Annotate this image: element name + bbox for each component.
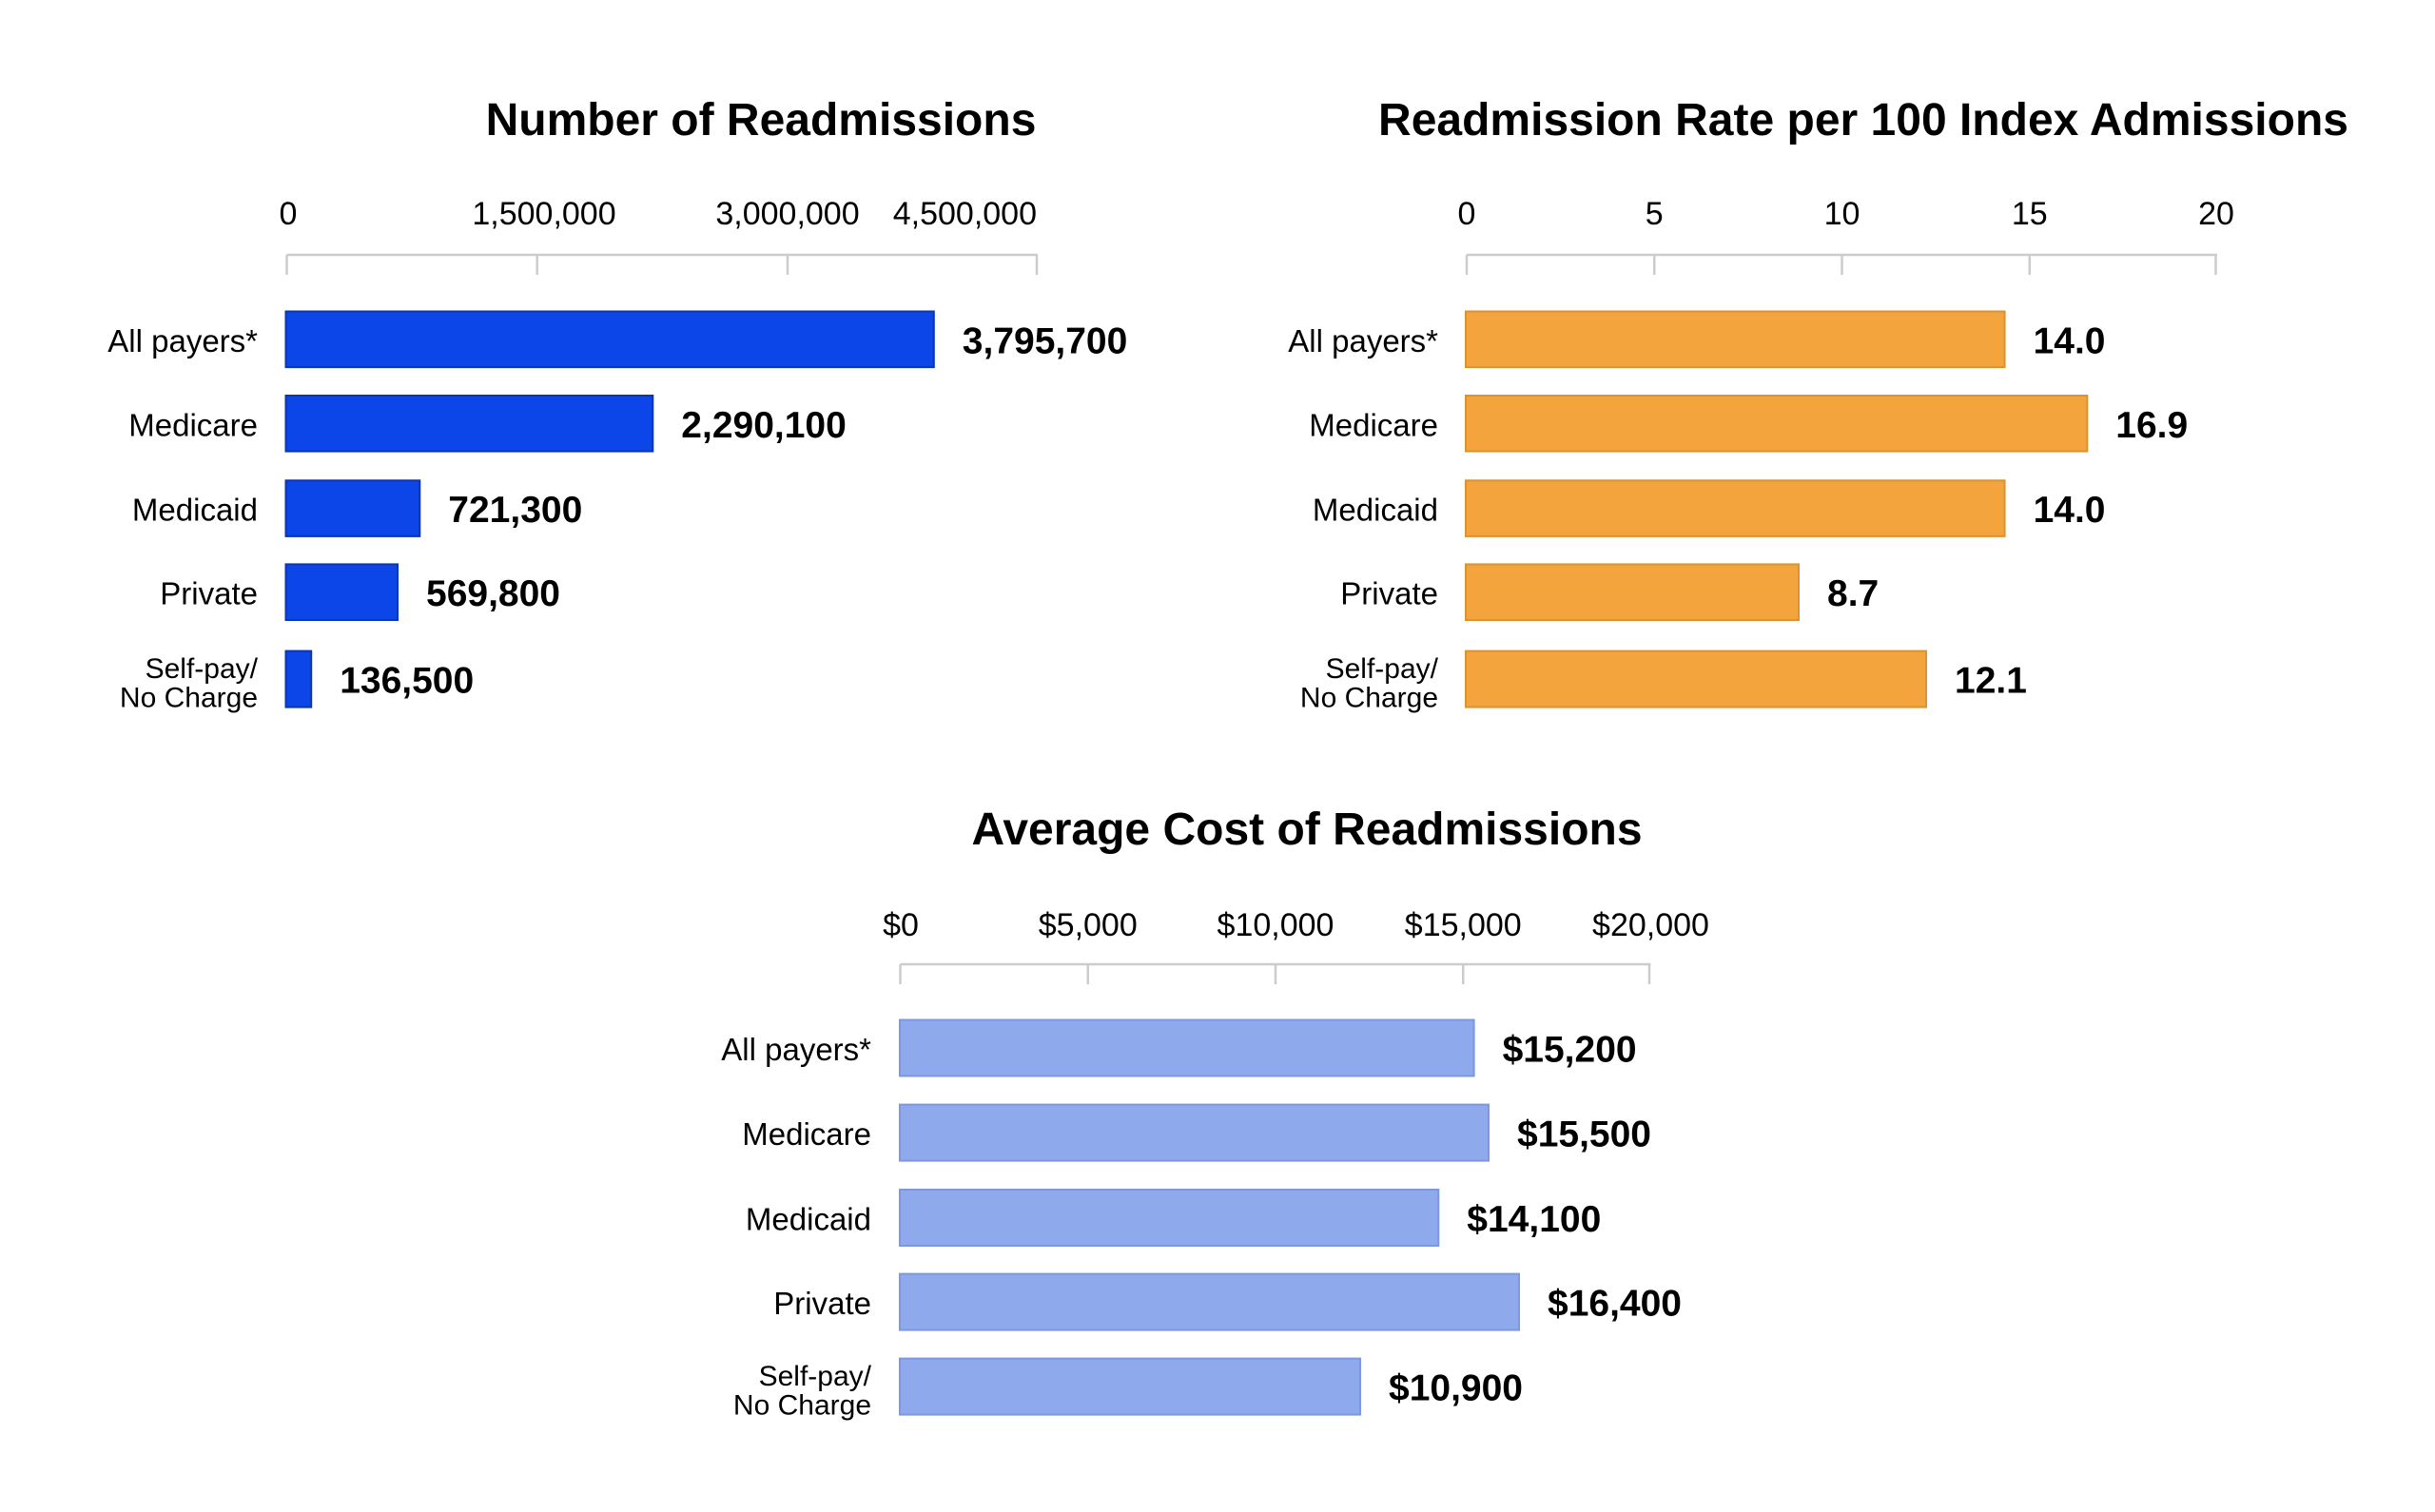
- svg-text:721,300: 721,300: [448, 490, 582, 531]
- svg-text:All payers*: All payers*: [721, 1032, 871, 1067]
- svg-text:$10,000: $10,000: [1218, 907, 1334, 943]
- svg-text:8.7: 8.7: [1827, 573, 1879, 614]
- svg-text:$15,200: $15,200: [1503, 1030, 1637, 1071]
- svg-text:5: 5: [1646, 196, 1664, 232]
- svg-text:10: 10: [1824, 196, 1860, 232]
- svg-text:16.9: 16.9: [2115, 405, 2188, 446]
- svg-text:$15,500: $15,500: [1517, 1115, 1651, 1155]
- svg-text:No Charge: No Charge: [120, 683, 258, 714]
- svg-text:$0: $0: [883, 907, 919, 943]
- svg-text:$16,400: $16,400: [1548, 1284, 1682, 1325]
- svg-text:136,500: 136,500: [340, 661, 474, 702]
- svg-text:$14,100: $14,100: [1467, 1199, 1601, 1240]
- svg-text:3,795,700: 3,795,700: [963, 320, 1128, 361]
- svg-text:Medicaid: Medicaid: [1313, 493, 1438, 528]
- svg-text:3,000,000: 3,000,000: [715, 196, 859, 232]
- svg-text:15: 15: [2012, 196, 2048, 232]
- svg-text:Readmission Rate per 100 Index: Readmission Rate per 100 Index Admission…: [1378, 95, 2348, 145]
- svg-text:$5,000: $5,000: [1039, 907, 1138, 943]
- svg-text:$15,000: $15,000: [1405, 907, 1522, 943]
- svg-text:Medicare: Medicare: [742, 1116, 871, 1152]
- svg-text:14.0: 14.0: [2034, 320, 2106, 361]
- svg-text:Medicaid: Medicaid: [132, 493, 258, 528]
- svg-text:Private: Private: [1340, 576, 1438, 611]
- svg-text:Average Cost of Readmissions: Average Cost of Readmissions: [971, 804, 1642, 855]
- svg-text:All payers*: All payers*: [1288, 323, 1438, 359]
- svg-text:No Charge: No Charge: [733, 1390, 871, 1422]
- svg-text:All payers*: All payers*: [107, 323, 258, 359]
- svg-text:0: 0: [280, 196, 298, 232]
- svg-text:2,290,100: 2,290,100: [681, 405, 847, 446]
- svg-text:1,500,000: 1,500,000: [472, 196, 615, 232]
- svg-text:Self-pay/: Self-pay/: [146, 653, 259, 685]
- svg-text:Private: Private: [160, 576, 258, 611]
- svg-text:20: 20: [2198, 196, 2234, 232]
- svg-text:14.0: 14.0: [2034, 490, 2106, 531]
- svg-text:No Charge: No Charge: [1300, 683, 1438, 714]
- svg-text:12.1: 12.1: [1955, 661, 2027, 702]
- svg-text:Medicaid: Medicaid: [746, 1202, 871, 1237]
- svg-text:Self-pay/: Self-pay/: [759, 1361, 872, 1392]
- svg-text:Self-pay/: Self-pay/: [1326, 653, 1439, 685]
- svg-text:$20,000: $20,000: [1592, 907, 1709, 943]
- svg-text:4,500,000: 4,500,000: [893, 196, 1037, 232]
- svg-text:569,800: 569,800: [426, 573, 560, 614]
- svg-text:Number of Readmissions: Number of Readmissions: [486, 95, 1037, 145]
- svg-text:Medicare: Medicare: [1309, 407, 1438, 442]
- svg-text:0: 0: [1458, 196, 1476, 232]
- svg-text:Private: Private: [773, 1286, 871, 1321]
- svg-text:Medicare: Medicare: [128, 407, 258, 442]
- svg-text:$10,900: $10,900: [1389, 1368, 1523, 1409]
